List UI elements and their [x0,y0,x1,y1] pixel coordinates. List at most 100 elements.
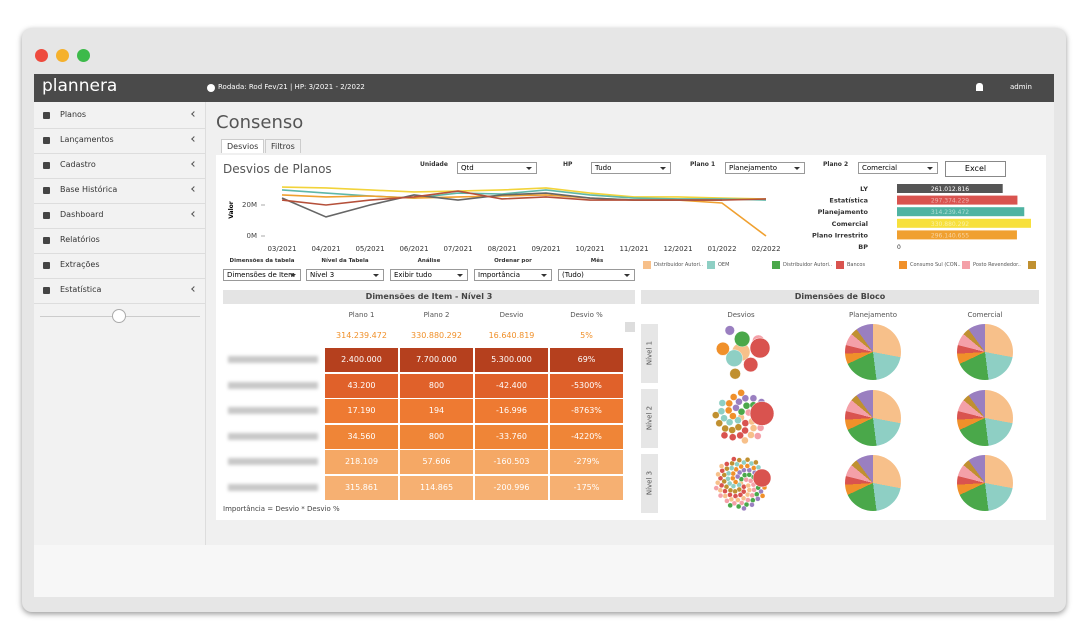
table-cell: 114.865 [400,475,473,500]
bar-value: 330.880.292 [931,221,969,228]
bubble [749,502,755,508]
bubble [725,418,734,426]
menu-item[interactable]: Dashboard [60,210,104,219]
menu-item[interactable]: Lançamentos [60,135,114,144]
filter-label: Análise [417,258,441,264]
bubble [720,431,729,440]
bubble [737,408,746,416]
bubble [727,492,733,498]
info-icon [207,84,215,92]
table-note: Importância = Desvio * Desvio % [223,505,340,513]
menu-item[interactable]: Planos [60,110,87,119]
bubble [759,493,766,499]
page-title: Consenso [216,112,304,133]
bubble [727,487,734,494]
bubble [722,488,728,494]
bubble [744,463,751,469]
zoom-dot[interactable] [77,49,90,62]
filter-select[interactable]: Nível 3 [306,269,384,281]
collapse-button[interactable] [112,309,126,323]
table-cell: 800 [400,373,473,398]
menu-item[interactable]: Estatística [60,285,102,294]
filter-label: Nível da Tabela [321,258,369,264]
bubble [717,407,726,415]
bar-value: 297.374.229 [931,198,969,205]
table-cell: -200.996 [475,475,548,500]
legend-swatch [707,261,715,269]
tab[interactable]: Desvios [221,139,265,153]
bubble [720,414,728,422]
x-tick-label: 07/2021 [443,245,472,253]
bubble [742,402,751,410]
menu-icon [43,212,50,219]
bubble [751,465,757,471]
bubble [724,498,730,504]
legend-swatch [962,261,970,269]
table-cell: 17.190 [325,399,398,423]
row-header-box [641,389,658,448]
bubble [749,337,771,359]
legend-label: Posto Revendedor.. [973,262,1021,268]
filter-select[interactable]: Qtd [457,162,537,174]
menu-icon [43,137,50,144]
filter-select[interactable]: Planejamento [725,162,805,174]
total-cell: 16.640.819 [488,331,535,340]
bar-label: BP [858,243,868,251]
scroll-box[interactable] [625,322,635,332]
bubble [735,503,742,510]
menu-item[interactable]: Relatórios [60,235,100,244]
line-series [281,190,767,206]
run-info: Rodada: Rod Fev/21 | HP: 3/2021 - 2/2022 [218,83,365,91]
row-header-box [641,454,658,513]
filter-select[interactable]: Dimensões de Item [223,269,301,281]
table-cell: 7.700.000 [400,348,473,372]
filter-select[interactable]: (Tudo) [558,269,635,281]
bubble [718,463,725,469]
row-header-box [641,324,658,383]
bar-label: Comercial [832,220,868,228]
menu-icon [43,162,50,169]
bubble [746,487,753,493]
bar-value: 0 [897,244,901,251]
filter-select[interactable]: Exibir tudo [390,269,468,281]
x-tick-label: 09/2021 [531,245,560,253]
user-menu[interactable]: admin [1010,83,1032,91]
filter-label: Ordenar por [494,258,532,264]
table-title: Dimensões de Item - Nível 3 [223,290,635,304]
bubble [718,399,727,407]
table-cell: 34.560 [325,424,398,449]
block-column: Desvios [727,311,755,319]
table-cell: 315.861 [325,475,398,500]
bubble [732,404,740,412]
filter-label: HP [563,161,573,168]
bubble [727,502,733,509]
minimize-dot[interactable] [56,49,69,62]
bubble [743,477,749,483]
bubble [735,497,741,503]
filter-select[interactable]: Tudo [591,162,671,174]
close-dot[interactable] [35,49,48,62]
table-cell: 69% [550,348,623,372]
legend-label: OEM [718,262,730,268]
chart-title: Desvios de Planos [223,162,332,176]
filter-label: Mês [590,258,604,264]
bubble [743,357,759,373]
bubble [749,424,758,432]
bell-icon[interactable] [976,83,983,91]
bubble [721,424,729,433]
bubble [747,478,754,484]
legend-label: Bancos [847,262,866,268]
bubble [724,406,733,415]
bubble [712,411,720,419]
filter-select[interactable]: Importância [474,269,552,281]
filter-select[interactable]: Comercial [858,162,938,174]
menu-item[interactable]: Base Histórica [60,185,118,194]
x-tick-label: 03/2021 [267,245,296,253]
menu-item[interactable]: Extrações [60,260,100,269]
tab[interactable]: Filtros [265,139,301,153]
menu-icon [43,262,50,269]
legend-label: Consumo Sul (CON.. [910,262,961,268]
logo[interactable]: plannera [42,76,118,96]
menu-item[interactable]: Cadastro [60,160,96,169]
excel-button[interactable]: Excel [945,161,1006,177]
